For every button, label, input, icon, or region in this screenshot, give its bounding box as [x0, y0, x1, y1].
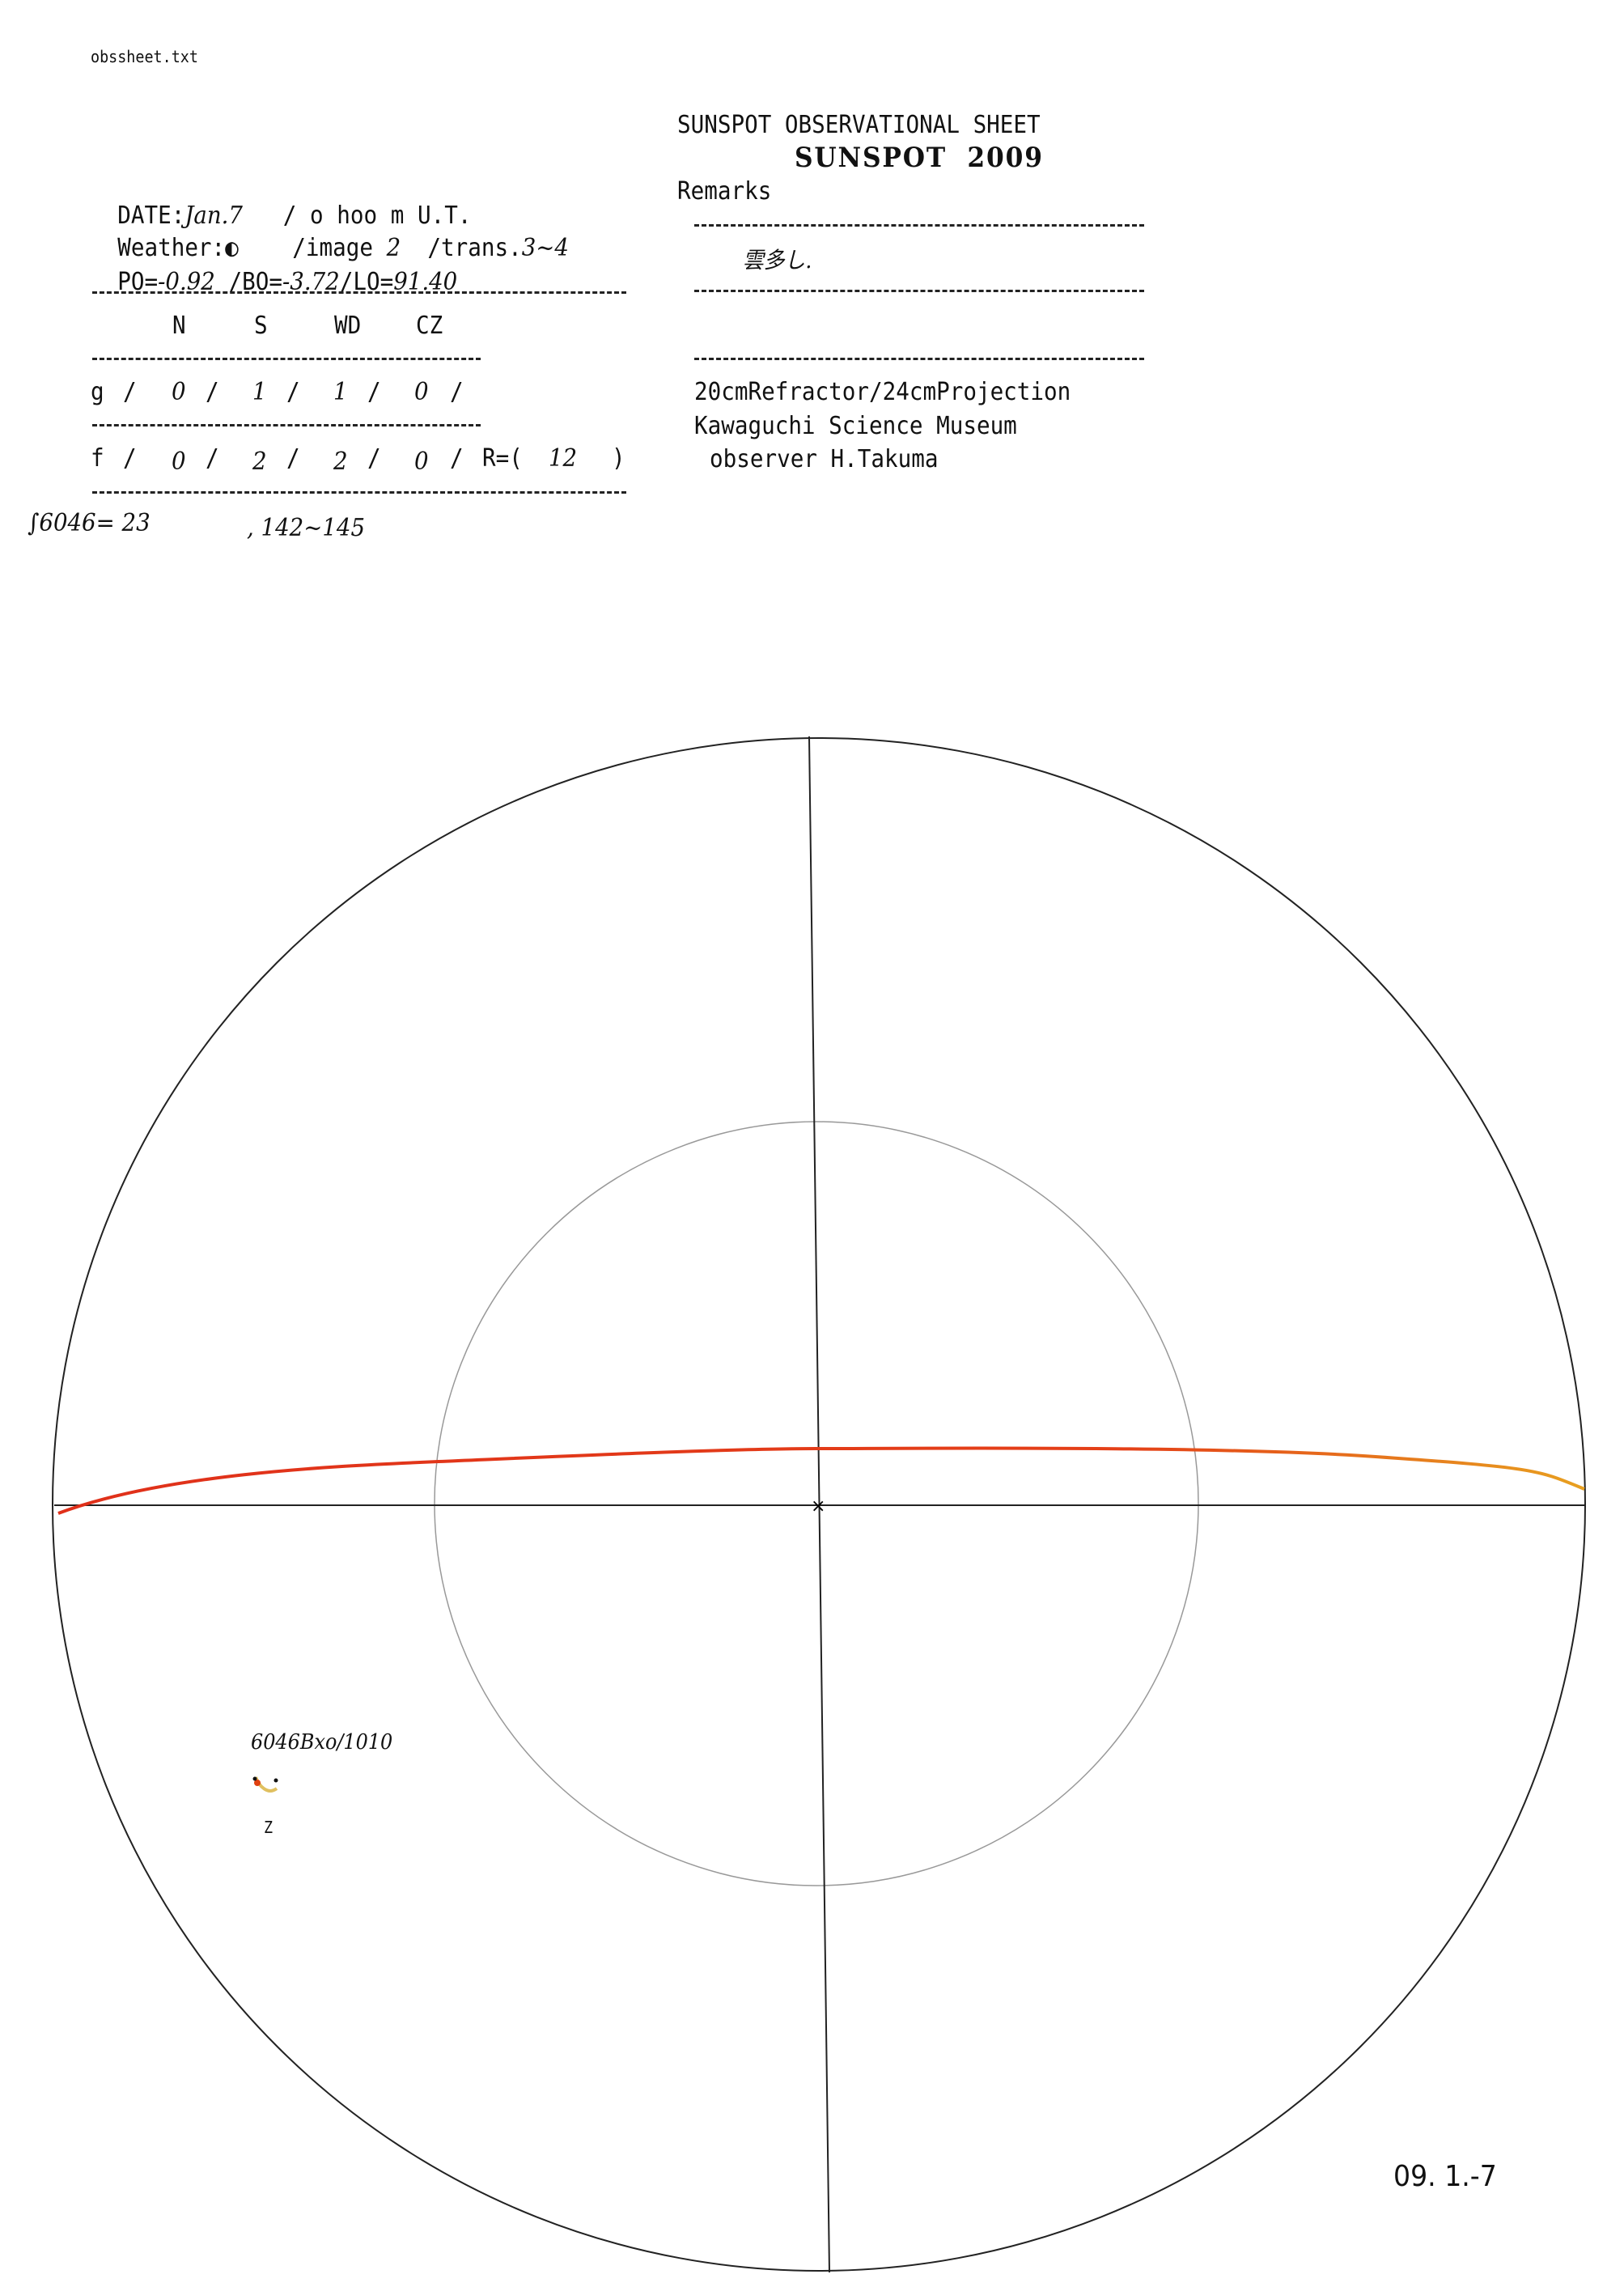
date-label: DATE: — [117, 202, 185, 230]
cell-s: 1 — [252, 378, 267, 406]
spot-zone-label: Z — [264, 1818, 273, 1837]
cell-n: 0 — [172, 448, 186, 476]
table-header-cz: CZ — [416, 312, 443, 340]
instrument: 20cmRefractor/24cmProjection — [694, 378, 1071, 406]
l0-value: 91.40 — [393, 268, 458, 296]
sunspot-icon — [252, 1776, 278, 1793]
divider — [92, 424, 481, 426]
handwritten-note: ∫6046= 23 — [28, 509, 151, 537]
institution: Kawaguchi Science Museum — [694, 412, 1017, 440]
r-label: R=( — [482, 444, 523, 473]
divider — [92, 491, 626, 494]
equator-curve — [57, 1446, 1585, 1515]
date-value: Jan.7 — [184, 202, 243, 230]
solar-disk-circle — [52, 737, 1586, 2272]
p0-label: PO= — [117, 268, 159, 296]
slash: / — [123, 378, 137, 406]
divider — [694, 358, 1144, 360]
slash: / — [286, 444, 300, 473]
p0-value: -0.92 — [158, 268, 215, 296]
date-line: DATE:Jan.7 / o hoo m U.T. — [91, 180, 471, 228]
observer: observer H.Takuma — [710, 445, 939, 473]
stamp-sunspot-2009: SUNSPOT 2009 — [795, 142, 1044, 174]
inner-reference-circle — [434, 1121, 1199, 1886]
time-value: / o hoo m U.T. — [282, 202, 472, 230]
r-value: 12 — [549, 444, 578, 473]
slash: / — [367, 444, 381, 473]
cell-n: 0 — [172, 378, 186, 406]
slash: / — [123, 444, 137, 473]
slash: / — [206, 444, 219, 473]
cell-s: 2 — [252, 448, 267, 476]
divider — [92, 358, 481, 360]
center-mark: × — [811, 1496, 825, 1517]
remarks-label: Remarks — [677, 177, 772, 206]
remarks-text: 雲多し. — [743, 247, 812, 274]
slash: / — [286, 378, 300, 406]
slash: / — [206, 378, 219, 406]
cell-wd: 2 — [333, 448, 348, 476]
row-label: f — [91, 444, 104, 473]
r-close: ) — [612, 444, 625, 473]
table-header-wd: WD — [334, 312, 362, 340]
divider — [694, 290, 1144, 292]
ephemeris-line: PO=-0.92 /BO=-3.72/LO=91.40 — [91, 246, 457, 295]
trans-value: 3~4 — [521, 234, 569, 262]
table-header-s: S — [254, 312, 268, 340]
trans-label: /trans. — [427, 234, 522, 262]
divider — [694, 224, 1144, 227]
slash: / — [450, 378, 464, 406]
table-header-n: N — [172, 312, 186, 340]
image-value: 2 — [386, 234, 401, 262]
slash: / — [450, 444, 464, 473]
sheet-title: SUNSPOT OBSERVATIONAL SHEET — [677, 111, 1041, 139]
weather-line: Weather:◐ /image 2 /trans.3~4 — [91, 212, 569, 261]
b0-value: -3.72 — [282, 268, 340, 296]
handwritten-note-range: , 142~145 — [247, 514, 366, 542]
filename: obssheet.txt — [91, 47, 198, 66]
row-label: g — [91, 378, 104, 406]
weather-label: Weather: — [117, 234, 226, 262]
cell-cz: 0 — [414, 448, 429, 476]
weather-value: ◐ — [225, 234, 239, 262]
divider — [92, 291, 626, 294]
slash: / — [367, 378, 381, 406]
footer-date: 09. 1.-7 — [1393, 2160, 1497, 2193]
cell-cz: 0 — [414, 378, 429, 406]
l0-label: /LO= — [339, 268, 394, 296]
image-label: /image — [292, 234, 373, 262]
cell-wd: 1 — [333, 378, 348, 406]
spot-group-label: 6046Bxo/1010 — [251, 1730, 393, 1754]
b0-label: /BO= — [228, 268, 282, 296]
